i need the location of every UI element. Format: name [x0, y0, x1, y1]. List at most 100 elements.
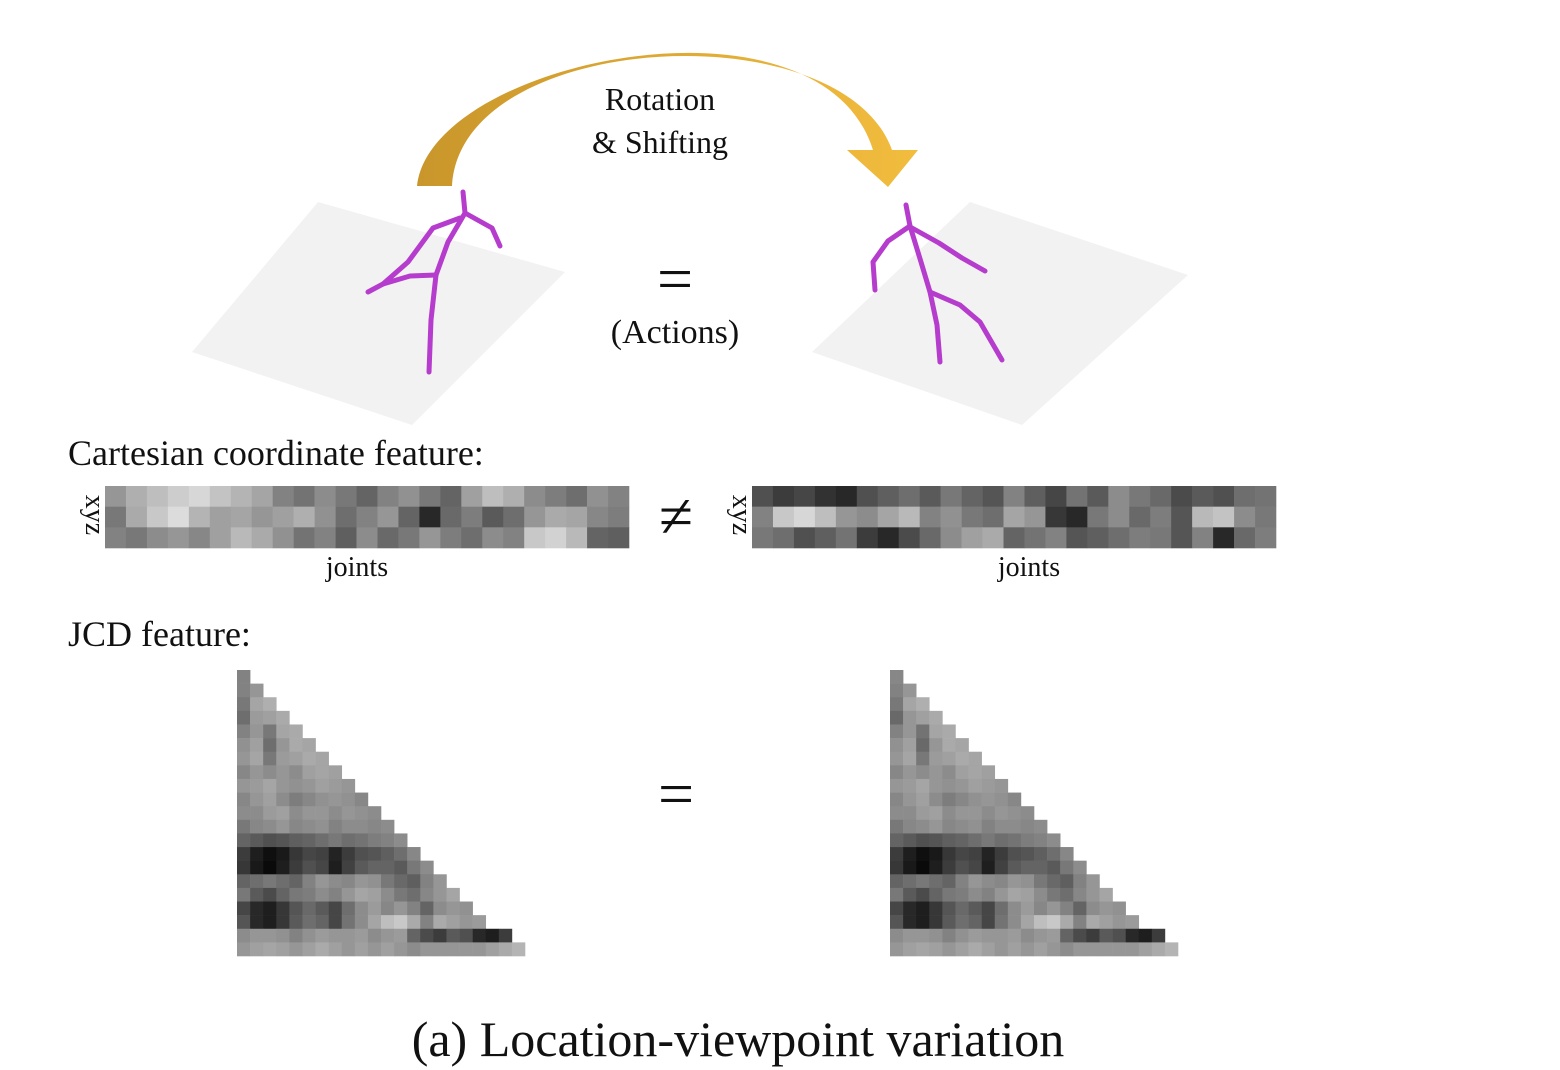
left-jcd-cell — [276, 942, 290, 957]
left-jcd-cell — [381, 847, 395, 861]
left-jcd-cell — [237, 887, 251, 902]
left-jcd-cell — [394, 833, 408, 848]
left-jcd-cell — [302, 751, 316, 766]
right-jcd-cell — [1007, 860, 1022, 875]
left-jcd-cell — [367, 860, 382, 875]
left-jcd-cell — [433, 901, 447, 916]
right-cartesian-cell — [814, 506, 837, 528]
left-jcd-cell — [237, 765, 251, 780]
right-jcd-cell — [916, 915, 930, 930]
right-jcd-cell — [1047, 887, 1061, 902]
left-jcd-cell — [341, 928, 356, 943]
left-jcd-cell — [276, 874, 290, 889]
right-jcd-cell — [890, 806, 904, 821]
right-jcd-cell — [903, 806, 917, 821]
right-jcd-cell — [968, 806, 982, 821]
right-jcd-cell — [1020, 860, 1035, 875]
left-jcd-cell — [472, 915, 487, 930]
left-jcd-cell — [341, 901, 356, 916]
right-jcd-cell — [929, 942, 943, 957]
right-jcd-cell — [968, 765, 982, 780]
left-jcd-cell — [407, 915, 421, 930]
left-jcd-cell — [302, 819, 316, 834]
right-jcd-cell — [929, 860, 943, 875]
right-jcd-cell — [955, 928, 969, 943]
left-jcd-cell — [302, 847, 316, 861]
left-jcd-cell — [237, 819, 251, 834]
left-jcd-cell — [276, 738, 290, 753]
left-cartesian-matrix — [105, 486, 630, 549]
right-jcd-cell — [981, 942, 996, 957]
right-jcd-cell — [916, 847, 930, 861]
left-jcd-cell — [302, 860, 316, 875]
left-cartesian-cell — [356, 527, 378, 549]
right-jcd-cell — [1125, 928, 1140, 943]
left-jcd-cell — [381, 833, 395, 848]
left-jcd-cell — [250, 847, 264, 861]
left-cartesian-cell — [272, 486, 294, 507]
left-cartesian-cell — [440, 506, 462, 528]
right-jcd-cell — [903, 765, 917, 780]
left-cartesian-xlabel: joints — [325, 552, 388, 583]
right-jcd-cell — [1073, 874, 1087, 889]
left-jcd-matrix — [237, 670, 526, 957]
right-jcd-cell — [929, 915, 943, 930]
left-jcd-cell — [420, 915, 434, 930]
left-cartesian-cell — [503, 486, 525, 507]
right-jcd-cell — [903, 833, 917, 848]
left-jcd-cell — [472, 942, 487, 957]
left-jcd-cell — [394, 887, 408, 902]
right-jcd-cell — [994, 847, 1009, 861]
left-jcd-cell — [381, 860, 395, 875]
right-jcd-cell — [942, 751, 956, 766]
right-cartesian-cell — [1150, 527, 1172, 549]
left-jcd-cell — [328, 915, 343, 930]
right-cartesian-cell — [898, 486, 920, 507]
right-jcd-cell — [916, 806, 930, 821]
right-jcd-cell — [981, 874, 996, 889]
right-jcd-cell — [1086, 887, 1100, 902]
right-jcd-cell — [981, 806, 996, 821]
left-jcd-cell — [302, 778, 316, 793]
left-jcd-cell — [289, 724, 303, 739]
right-jcd-cell — [968, 915, 982, 930]
left-jcd-cell — [302, 928, 316, 943]
left-jcd-cell — [289, 928, 303, 943]
left-jcd-cell — [263, 778, 277, 793]
right-jcd-cell — [942, 765, 956, 780]
right-jcd-cell — [1086, 942, 1100, 957]
left-cartesian-cell — [230, 486, 253, 507]
left-jcd-cell — [250, 833, 264, 848]
left-jcd-cell — [407, 942, 421, 957]
right-cartesian-cell — [752, 486, 774, 507]
left-cartesian-cell — [545, 486, 567, 507]
left-jcd-cell — [394, 847, 408, 861]
right-jcd-cell — [955, 887, 969, 902]
right-cartesian-cell — [919, 506, 941, 528]
right-cartesian-cell — [1213, 527, 1235, 549]
right-jcd-cell — [1073, 887, 1087, 902]
left-jcd-cell — [276, 833, 290, 848]
right-cartesian-cell — [835, 506, 858, 528]
left-cartesian-cell — [524, 527, 546, 549]
left-jcd-cell — [381, 887, 395, 902]
right-jcd-cell — [1034, 887, 1048, 902]
left-jcd-cell — [446, 915, 460, 930]
left-jcd-cell — [328, 887, 343, 902]
left-jcd-cell — [263, 928, 277, 943]
left-jcd-cell — [250, 778, 264, 793]
right-jcd-cell — [890, 670, 904, 684]
left-jcd-cell — [328, 833, 343, 848]
left-jcd-cell — [237, 833, 251, 848]
right-jcd-cell — [968, 751, 982, 766]
left-jcd-cell — [328, 942, 343, 957]
left-jcd-cell — [315, 765, 329, 780]
left-jcd-cell — [276, 792, 290, 807]
left-jcd-cell — [354, 887, 369, 902]
left-cartesian-cell — [587, 527, 609, 549]
left-jcd-cell — [328, 847, 343, 861]
left-jcd-cell — [263, 942, 277, 957]
right-jcd-cell — [1020, 887, 1035, 902]
arrow-label-line1: Rotation — [605, 81, 715, 117]
left-cartesian-cell — [356, 506, 378, 528]
